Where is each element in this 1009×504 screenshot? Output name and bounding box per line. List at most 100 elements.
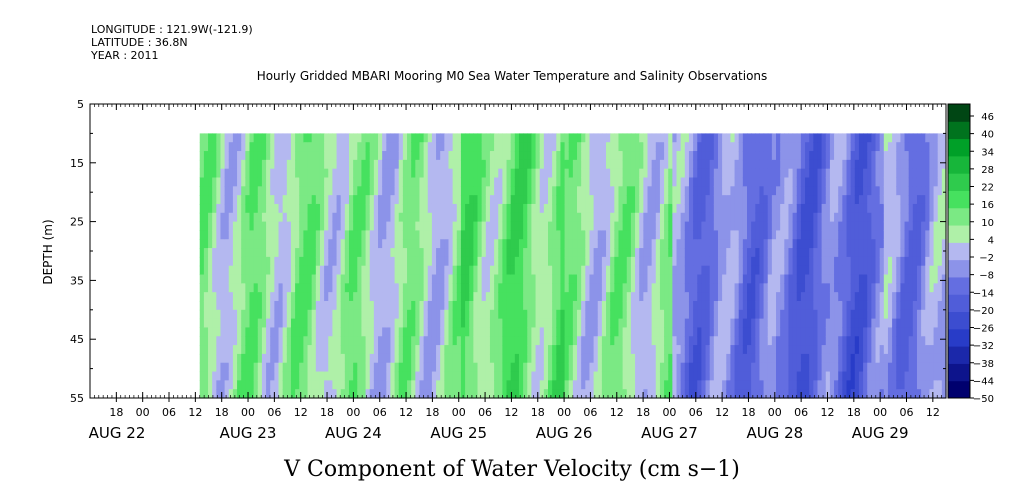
heatmap-cell (390, 283, 396, 293)
heatmap-cell (655, 195, 661, 205)
heatmap-cell (635, 203, 640, 214)
heatmap-cell (730, 309, 736, 320)
heatmap-cell (286, 159, 292, 170)
heatmap-cell (224, 133, 230, 143)
heatmap-cell (825, 274, 831, 284)
heatmap-cell (659, 362, 665, 373)
heatmap-cell (481, 221, 487, 232)
heatmap-cell (241, 292, 246, 302)
heatmap-cell (751, 248, 756, 258)
heatmap-cell (315, 168, 321, 179)
heatmap-cell (838, 248, 843, 258)
heatmap-cell (842, 239, 848, 249)
heatmap-cell (821, 353, 827, 364)
heatmap-cell (456, 327, 462, 337)
heatmap-cell (523, 318, 528, 329)
heatmap-cell (817, 389, 823, 399)
heatmap-cell (626, 195, 632, 205)
heatmap-cell (295, 248, 300, 258)
heatmap-cell (440, 292, 445, 302)
heatmap-cell (415, 133, 421, 143)
heatmap-cell (241, 142, 246, 152)
heatmap-cell (626, 248, 632, 258)
heatmap-cell (245, 274, 251, 284)
heatmap-cell (788, 230, 794, 240)
heatmap-cell (825, 353, 831, 364)
heatmap-cell (800, 195, 806, 205)
heatmap-cell (784, 327, 790, 337)
heatmap-cell (307, 283, 313, 293)
heatmap-cell (543, 221, 549, 232)
heatmap-cell (581, 336, 586, 346)
heatmap-cell (726, 248, 732, 258)
heatmap-cell (386, 380, 392, 390)
heatmap-cell (220, 248, 226, 258)
heatmap-cell (879, 248, 885, 258)
heatmap-cell (780, 327, 785, 337)
heatmap-cell (199, 248, 205, 258)
heatmap-cell (780, 380, 785, 390)
heatmap-cell (348, 203, 354, 214)
heatmap-cell (879, 389, 885, 399)
heatmap-cell (436, 221, 441, 232)
heatmap-cell (635, 186, 640, 196)
heatmap-cell (813, 309, 819, 320)
heatmap-cell (738, 142, 744, 152)
heatmap-cell (518, 362, 524, 373)
heatmap-cell (709, 292, 715, 302)
heatmap-cell (821, 142, 827, 152)
heatmap-cell (498, 362, 503, 373)
heatmap-cell (626, 256, 632, 267)
heatmap-cell (382, 353, 387, 364)
heatmap-cell (875, 353, 881, 364)
heatmap-cell (879, 186, 885, 196)
heatmap-cell (232, 336, 238, 346)
heatmap-cell (303, 265, 309, 276)
heatmap-cell (738, 318, 744, 329)
heatmap-cell (693, 168, 698, 179)
heatmap-cell (684, 336, 690, 346)
heatmap-cell (286, 203, 292, 214)
heatmap-cell (564, 380, 570, 390)
heatmap-cell (348, 300, 354, 311)
heatmap-cell (809, 283, 814, 293)
heatmap-cell (278, 362, 284, 373)
heatmap-cell (386, 142, 392, 152)
heatmap-cell (614, 221, 620, 232)
heatmap-cell (402, 345, 408, 355)
heatmap-cell (369, 133, 375, 143)
heatmap-cell (539, 389, 545, 399)
heatmap-cell (212, 177, 217, 187)
heatmap-cell (510, 177, 516, 187)
heatmap-cell (647, 283, 653, 293)
heatmap-cell (249, 380, 255, 390)
heatmap-cell (510, 248, 516, 258)
heatmap-cell (639, 371, 644, 381)
heatmap-cell (448, 380, 454, 390)
heatmap-cell (311, 389, 317, 399)
heatmap-cell (771, 256, 777, 267)
heatmap-cell (378, 248, 383, 258)
heatmap-cell (548, 309, 553, 320)
heatmap-cell (759, 274, 765, 284)
heatmap-cell (307, 380, 313, 390)
heatmap-cell (328, 168, 334, 179)
heatmap-cell (502, 327, 508, 337)
heatmap-cell (709, 318, 715, 329)
heatmap-cell (299, 221, 304, 232)
heatmap-cell (568, 168, 574, 179)
heatmap-cell (431, 221, 437, 232)
heatmap-cell (730, 239, 736, 249)
heatmap-cell (353, 159, 358, 170)
heatmap-cell (415, 389, 421, 399)
heatmap-cell (734, 239, 740, 249)
heatmap-cell (560, 371, 566, 381)
heatmap-cell (307, 309, 313, 320)
heatmap-cell (270, 265, 275, 276)
heatmap-cell (344, 274, 350, 284)
heatmap-cell (788, 300, 794, 311)
heatmap-cell (734, 389, 740, 399)
heatmap-cell (858, 212, 864, 223)
heatmap-cell (510, 300, 516, 311)
heatmap-cell (713, 327, 719, 337)
